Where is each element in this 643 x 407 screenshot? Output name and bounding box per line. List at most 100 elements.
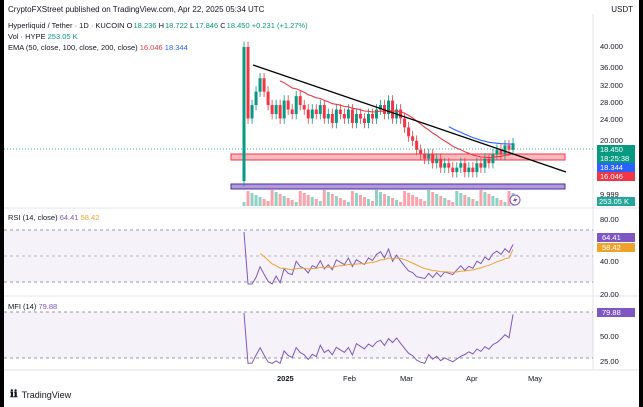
candle-body xyxy=(423,154,427,159)
volume-bar xyxy=(294,202,298,206)
volume-bar xyxy=(491,196,495,206)
tradingview-logo[interactable]: ℹℹ TradingView xyxy=(10,389,71,400)
rsi-ma-line[interactable] xyxy=(259,249,514,273)
candle-body xyxy=(262,78,266,92)
volume-bar xyxy=(334,196,338,206)
rsi-ma-value: 58.42 xyxy=(80,213,100,222)
rsi-label[interactable]: RSI (14, close) xyxy=(8,213,58,222)
volume-bar xyxy=(451,202,455,206)
candle-body xyxy=(266,91,270,106)
candle-body xyxy=(451,167,455,173)
support-zone[interactable] xyxy=(230,183,566,190)
candle-body xyxy=(306,109,310,119)
volume-bar xyxy=(383,194,387,206)
volume-bar xyxy=(330,194,334,206)
candle-body xyxy=(399,109,403,119)
volume-bar xyxy=(310,197,314,206)
mfi-line[interactable] xyxy=(243,312,514,365)
candle-body xyxy=(499,149,503,155)
candle-body xyxy=(487,158,491,164)
volume-bar xyxy=(274,192,278,206)
mfi-label[interactable]: MFI (14) xyxy=(8,302,37,311)
rsi-ma-tag xyxy=(597,243,635,252)
candle-body xyxy=(415,140,419,150)
candle-body xyxy=(491,154,495,164)
volume-bar xyxy=(350,191,354,206)
last-price-tag xyxy=(597,145,635,154)
candle-body xyxy=(274,105,278,114)
resistance-zone[interactable] xyxy=(230,153,566,161)
volume-bar xyxy=(278,194,282,206)
currency-label[interactable]: USDT xyxy=(611,5,633,14)
ema50-line[interactable] xyxy=(279,80,514,159)
price-tick: 9.999 xyxy=(600,190,619,199)
volume-bar xyxy=(258,197,262,206)
volume-bar xyxy=(391,198,395,206)
price-tick: 32.000 xyxy=(600,81,623,90)
price-legend: Hyperliquid / Tether · 1D · KUCOIN O18.2… xyxy=(8,20,308,53)
volume-bar xyxy=(415,197,419,206)
volume-bar xyxy=(322,190,326,206)
mfi-legend: MFI (14) 79.88 xyxy=(8,302,57,311)
volume-bar xyxy=(250,193,254,206)
volume-bar xyxy=(503,202,507,206)
volume-bar xyxy=(423,201,427,206)
candle-body xyxy=(346,109,350,119)
volume-bar xyxy=(467,197,471,206)
open-label: O xyxy=(126,21,133,30)
candle-body xyxy=(407,127,411,137)
candle-body xyxy=(411,136,415,141)
candle-body xyxy=(403,118,407,128)
change-value: +0.231 (+1.27%) xyxy=(251,21,308,30)
volume-bar xyxy=(366,199,370,206)
candle-body xyxy=(459,163,463,168)
volume-label[interactable]: Vol · HYPE xyxy=(8,32,46,41)
candle-body xyxy=(302,105,306,110)
descending-trendline[interactable] xyxy=(252,64,567,173)
volume-bar xyxy=(270,190,274,206)
time-tick: Feb xyxy=(343,374,356,383)
countdown-tag xyxy=(597,154,635,163)
volume-bar xyxy=(483,192,487,206)
candle-body xyxy=(439,158,443,168)
price-tick: 36.000 xyxy=(600,63,623,72)
ema100-line[interactable] xyxy=(448,126,514,145)
mfi-tag-text: 79.88 xyxy=(602,308,621,317)
volume-bar xyxy=(314,199,318,206)
candle-body xyxy=(443,163,447,168)
candle-body xyxy=(503,145,507,155)
close-value: 18.450 xyxy=(226,21,250,30)
candle-body xyxy=(471,167,475,173)
candle-body xyxy=(483,158,487,168)
tradingview-logo-icon: ℹℹ xyxy=(10,389,18,400)
candle-body xyxy=(463,163,467,173)
volume-bar xyxy=(346,202,350,206)
time-tick: 2025 xyxy=(277,374,294,383)
volume-bar xyxy=(379,192,383,206)
volume-bar xyxy=(439,196,443,206)
candle-body xyxy=(338,109,342,114)
volume-bar xyxy=(399,202,403,206)
candle-body xyxy=(250,105,254,119)
ema100-value: 18.344 xyxy=(164,43,188,52)
volume-bar xyxy=(447,200,451,206)
symbol-title[interactable]: Hyperliquid / Tether · 1D · KUCOIN xyxy=(8,21,125,30)
ema50-tag-text: 16.046 xyxy=(600,172,623,181)
candle-body xyxy=(387,100,391,114)
candle-body xyxy=(427,154,431,159)
volume-bar xyxy=(242,202,246,206)
time-tick: Mar xyxy=(400,374,413,383)
candle-body xyxy=(447,163,451,168)
volume-bar xyxy=(407,193,411,206)
volume-bar xyxy=(374,190,378,206)
rsi-line[interactable] xyxy=(243,231,514,285)
volume-bar xyxy=(306,195,310,206)
high-value: 18.722 xyxy=(164,21,188,30)
price-tick: 20.000 xyxy=(600,136,623,145)
volume-bar xyxy=(431,192,435,206)
candle-body xyxy=(374,109,378,119)
ema-label[interactable]: EMA (50, close, 100, close, 200, close) xyxy=(8,43,138,52)
volume-bar xyxy=(318,201,322,206)
